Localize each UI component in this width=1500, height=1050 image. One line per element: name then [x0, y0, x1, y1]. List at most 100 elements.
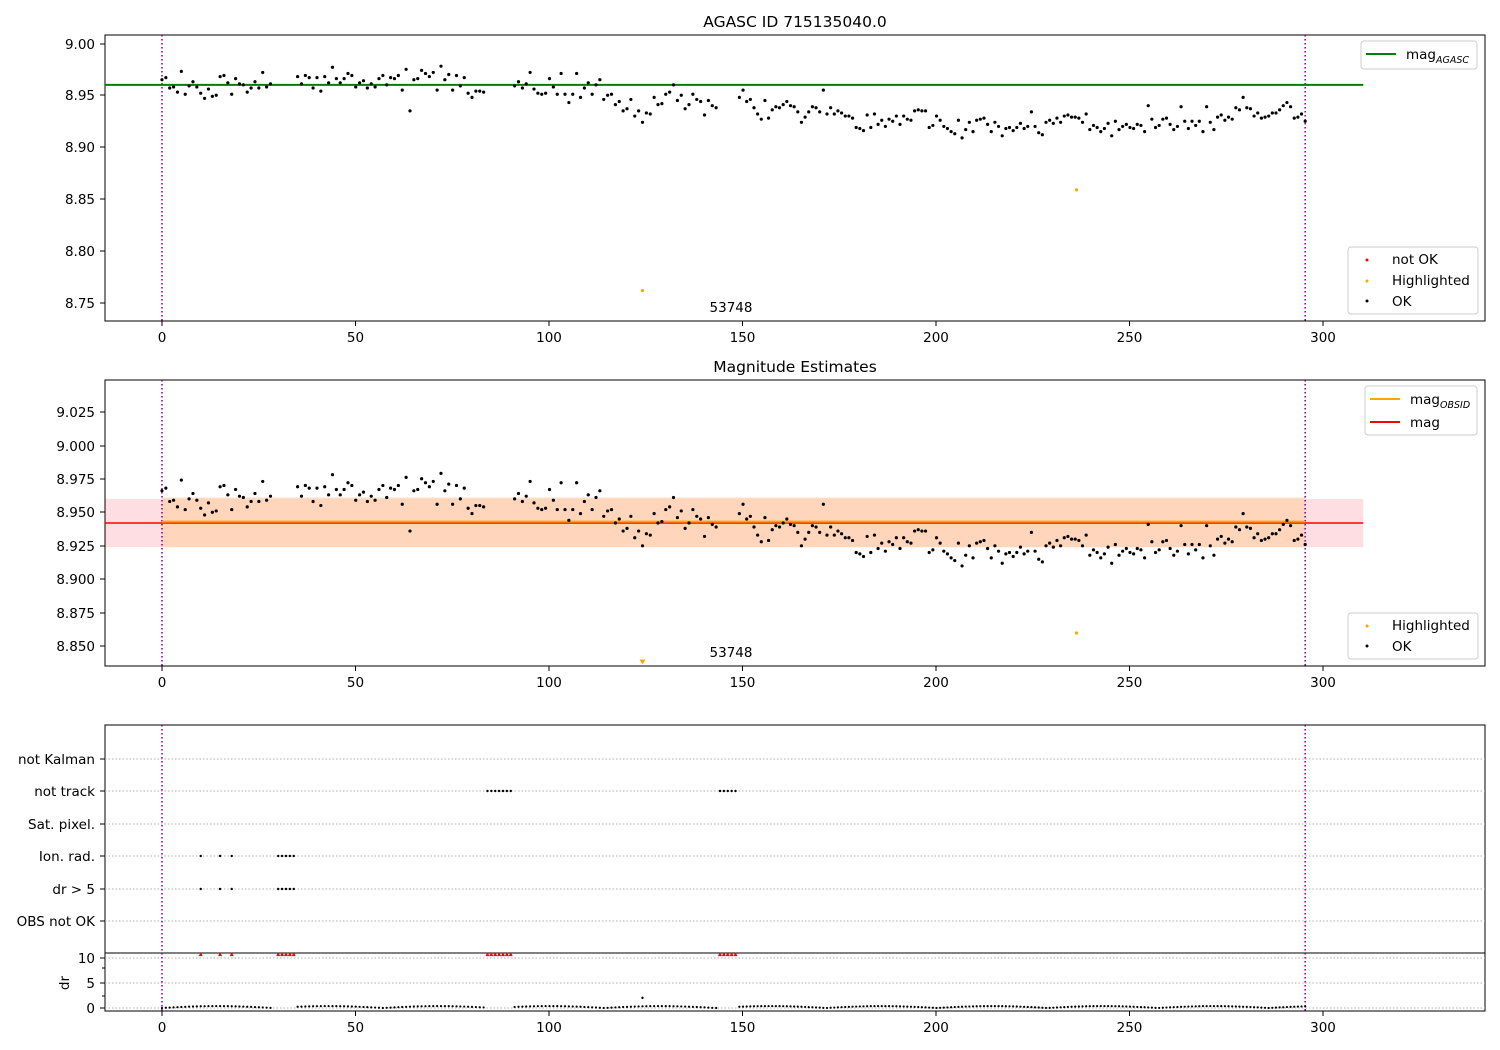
y-tick: 8.80	[65, 244, 105, 260]
panel-flags: not Kalman not track Sat. pixel. Ion. ra…	[17, 724, 1486, 1036]
ok-point	[454, 73, 459, 78]
ok-point	[1259, 538, 1263, 543]
dr-point	[389, 1006, 392, 1009]
ok-point	[183, 92, 187, 96]
y-tick: 8.925	[56, 539, 105, 555]
ok-point	[1095, 550, 1099, 555]
ok-point	[1142, 556, 1147, 560]
ok-point	[257, 86, 261, 90]
ok-point	[237, 82, 242, 86]
high-dr-marker	[218, 952, 223, 957]
ok-point	[986, 122, 990, 126]
ok-point	[894, 536, 898, 540]
dr-point	[851, 1005, 854, 1008]
ok-point	[687, 103, 691, 107]
y-tick: 8.75	[65, 296, 105, 312]
dr-point	[191, 1005, 195, 1008]
dr-point	[548, 1004, 551, 1008]
ok-point	[1296, 115, 1300, 119]
ok-point	[1146, 522, 1150, 526]
ok-point	[814, 106, 818, 110]
ok-point	[1237, 528, 1242, 532]
legend-marker-ok	[1365, 644, 1369, 648]
dr-point	[257, 1006, 260, 1009]
dr-point	[575, 1005, 578, 1008]
dr-point	[964, 1005, 967, 1008]
ok-point	[1256, 111, 1260, 115]
ok-point	[249, 499, 253, 504]
dr-point	[1099, 1004, 1102, 1008]
dr-point	[778, 1005, 781, 1008]
ok-point	[1026, 549, 1030, 553]
ok-point	[586, 493, 590, 497]
ok-point	[195, 85, 199, 89]
dr-point	[1132, 1005, 1135, 1008]
ok-point	[913, 109, 917, 113]
dr-point	[1023, 1005, 1026, 1008]
dr-point	[1077, 1005, 1080, 1008]
dr-point	[814, 1006, 818, 1009]
dr-point	[884, 1004, 887, 1008]
ok-point	[1135, 546, 1139, 551]
ok-point	[1150, 117, 1154, 121]
ok-point	[1091, 123, 1096, 128]
x-tick: 0	[158, 321, 166, 346]
x-tick-label: 300	[1310, 675, 1336, 691]
y-tick-label: 8.875	[56, 606, 95, 622]
ok-point	[195, 498, 199, 502]
dr-point	[687, 1005, 691, 1008]
dr-point	[1154, 1006, 1157, 1009]
y-tick-label: 5	[86, 976, 95, 992]
ok-point	[1161, 117, 1165, 121]
ok-point	[319, 89, 323, 93]
ok-point	[458, 84, 462, 88]
ok-point	[423, 481, 428, 485]
legend-marker-ok	[1365, 299, 1369, 303]
high-dr-marker	[485, 952, 490, 957]
dr-point	[957, 1005, 960, 1008]
ok-point	[876, 122, 880, 126]
ok-point	[354, 85, 358, 89]
highlighted-point	[1074, 188, 1079, 192]
ok-point	[774, 105, 778, 109]
ok-point	[799, 120, 804, 124]
ok-point	[1201, 556, 1205, 560]
y-tick-label: 8.900	[56, 572, 95, 588]
ok-point	[850, 538, 855, 543]
ok-point	[1303, 119, 1307, 123]
ok-point	[898, 122, 902, 126]
ok-point	[261, 479, 265, 484]
y-tick: 9.025	[56, 405, 105, 421]
dr-point	[1066, 1005, 1070, 1009]
high-dr-marker	[229, 952, 234, 957]
dr-point	[715, 1006, 718, 1010]
ok-point	[1040, 560, 1044, 564]
ok-point	[836, 109, 840, 113]
ok-point	[759, 540, 763, 544]
dr-point	[1256, 1006, 1259, 1009]
ok-point	[268, 82, 273, 86]
x-tick-label: 250	[1117, 1020, 1143, 1036]
ok-point	[590, 507, 594, 512]
dr-point	[184, 1005, 187, 1008]
dr-point	[1055, 1006, 1059, 1009]
ok-point	[621, 109, 625, 113]
ok-point	[1205, 105, 1209, 109]
flag-point	[199, 887, 202, 891]
ok-point	[887, 117, 891, 121]
dr-point	[242, 1005, 245, 1008]
ok-point	[1000, 561, 1004, 565]
ok-point	[466, 91, 470, 95]
flag-label: Sat. pixel.	[28, 817, 95, 833]
ok-point	[299, 494, 304, 498]
ok-point	[540, 92, 544, 96]
dr-point	[343, 1005, 346, 1008]
ok-point	[1226, 537, 1231, 541]
ok-point	[1015, 125, 1019, 130]
high-dr-marker	[493, 952, 498, 957]
ok-point	[1186, 552, 1190, 556]
high-dr-marker	[276, 952, 281, 957]
ok-point	[392, 487, 397, 492]
ok-point	[644, 532, 648, 536]
ok-point	[268, 494, 273, 498]
